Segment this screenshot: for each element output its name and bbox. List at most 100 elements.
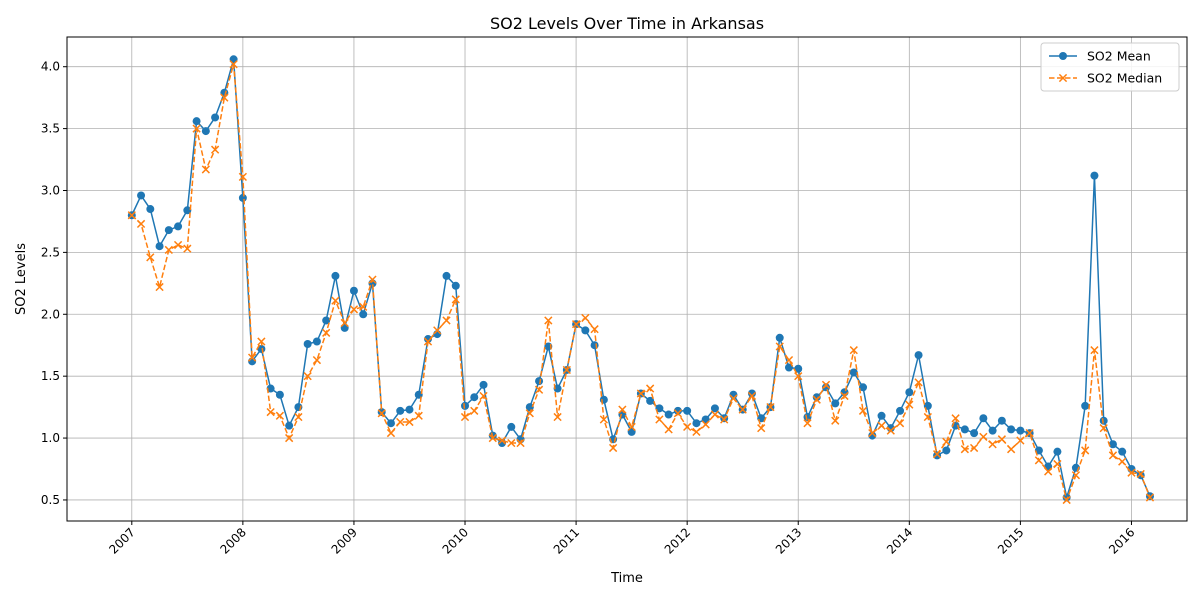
data-point [201, 127, 210, 136]
data-point [470, 406, 479, 415]
data-point [534, 385, 544, 394]
data-point [525, 403, 534, 412]
data-point [581, 326, 590, 335]
data-point [636, 389, 646, 398]
data-point [479, 380, 488, 389]
data-point [1016, 436, 1025, 445]
data-point [757, 424, 766, 433]
data-point [738, 405, 747, 414]
data-point [646, 396, 655, 405]
data-point [359, 310, 368, 319]
data-point [535, 377, 544, 386]
data-point [905, 388, 914, 397]
data-point [507, 438, 516, 448]
data-point [673, 406, 682, 415]
data-point [275, 390, 284, 399]
data-point [285, 421, 294, 430]
data-point [997, 416, 1006, 425]
data-point [692, 427, 701, 437]
data-point [460, 412, 470, 422]
data-point [405, 405, 414, 414]
data-point [1099, 424, 1108, 433]
data-point [831, 416, 840, 425]
data-point [340, 318, 349, 328]
data-point [247, 353, 257, 362]
data-point [257, 337, 266, 346]
y-tick-label: 2.5 [41, 245, 60, 259]
data-point [1016, 426, 1025, 435]
data-point [840, 391, 849, 401]
data-point [238, 193, 247, 202]
data-point [1090, 346, 1099, 355]
data-point [970, 429, 979, 438]
data-point [173, 240, 183, 250]
legend-item: SO2 Median [1049, 71, 1162, 86]
data-point [1090, 171, 1099, 180]
y-tick-label: 4.0 [41, 60, 60, 74]
data-point [905, 400, 914, 409]
y-tick-label: 3.5 [41, 122, 60, 136]
data-point [997, 435, 1007, 444]
data-point [1025, 428, 1034, 438]
data-point [396, 406, 405, 415]
y-tick-label: 3.0 [41, 183, 60, 197]
data-point [1099, 416, 1108, 425]
data-point [312, 337, 321, 346]
y-axis-title: SO2 Levels [14, 243, 29, 315]
data-point [979, 432, 988, 441]
data-point [331, 271, 340, 280]
data-point [710, 404, 719, 413]
data-point [1127, 468, 1136, 477]
data-point [664, 425, 673, 434]
data-point [803, 419, 812, 428]
data-point [979, 414, 988, 423]
data-point [571, 320, 581, 329]
data-point [914, 351, 923, 360]
data-point [1118, 447, 1127, 456]
data-point [627, 422, 636, 432]
data-point [692, 419, 701, 428]
data-point [553, 384, 562, 393]
data-point [488, 433, 497, 443]
data-point [192, 124, 201, 133]
data-point [877, 411, 886, 420]
data-point [646, 384, 655, 393]
grid-lines [67, 37, 1187, 521]
data-point [451, 281, 460, 290]
data-point [368, 275, 377, 284]
data-point [433, 326, 442, 335]
data-point [146, 253, 155, 262]
legend-label: SO2 Mean [1087, 49, 1151, 64]
data-point [257, 344, 266, 353]
data-point [1118, 457, 1127, 466]
data-point [923, 412, 932, 422]
data-point [1062, 495, 1071, 505]
data-point [858, 406, 868, 415]
data-point [1108, 451, 1118, 460]
y-tick-label: 1.0 [41, 431, 60, 445]
data-point [1044, 467, 1053, 476]
data-point [442, 271, 451, 280]
data-point [868, 428, 877, 438]
data-point [988, 426, 997, 435]
data-point [720, 415, 729, 424]
data-point [201, 165, 210, 174]
data-point [497, 436, 507, 445]
data-point [960, 425, 969, 434]
data-point [322, 328, 331, 337]
data-point [164, 226, 173, 235]
data-point [608, 443, 618, 453]
data-point [1062, 493, 1071, 502]
data-point [266, 384, 275, 393]
data-point [562, 365, 571, 375]
data-point [599, 415, 608, 424]
data-point [775, 342, 784, 351]
data-point [655, 415, 664, 424]
data-point [164, 245, 173, 255]
data-point [386, 419, 395, 428]
data-point [461, 401, 470, 410]
data-point [238, 172, 247, 182]
y-tick-label: 1.5 [41, 369, 60, 383]
data-point [1071, 471, 1081, 480]
data-point [775, 333, 784, 342]
